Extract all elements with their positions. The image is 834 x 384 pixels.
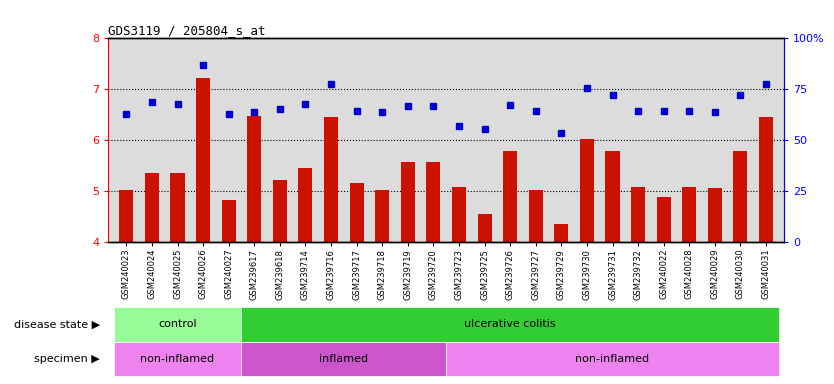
Bar [426, 162, 440, 242]
Bar [170, 173, 184, 242]
Bar [503, 151, 517, 242]
Bar [247, 116, 261, 242]
Bar [401, 162, 414, 242]
Bar [446, 342, 779, 376]
Bar [299, 168, 313, 242]
Bar [242, 342, 446, 376]
Text: control: control [158, 319, 197, 329]
Bar [324, 117, 338, 242]
Bar [682, 187, 696, 242]
Text: specimen ▶: specimen ▶ [34, 354, 100, 364]
Bar [452, 187, 466, 242]
Text: disease state ▶: disease state ▶ [14, 319, 100, 329]
Bar [580, 139, 594, 242]
Bar [605, 151, 620, 242]
Bar [349, 184, 364, 242]
Text: inflamed: inflamed [319, 354, 369, 364]
Bar [478, 214, 491, 242]
Bar [145, 173, 159, 242]
Text: non-inflamed: non-inflamed [140, 354, 214, 364]
Bar [119, 190, 133, 242]
Bar [733, 151, 747, 242]
Bar [656, 197, 671, 242]
Bar [529, 190, 543, 242]
Bar [555, 224, 569, 242]
Bar [113, 342, 242, 376]
Text: ulcerative colitis: ulcerative colitis [465, 319, 556, 329]
Bar [273, 180, 287, 242]
Bar [759, 117, 773, 242]
Text: GDS3119 / 205804_s_at: GDS3119 / 205804_s_at [108, 24, 266, 37]
Bar [222, 200, 236, 242]
Bar [113, 307, 242, 342]
Bar [708, 189, 722, 242]
Text: non-inflamed: non-inflamed [575, 354, 650, 364]
Bar [196, 78, 210, 242]
Bar [631, 187, 646, 242]
Bar [242, 307, 779, 342]
Bar [375, 190, 389, 242]
